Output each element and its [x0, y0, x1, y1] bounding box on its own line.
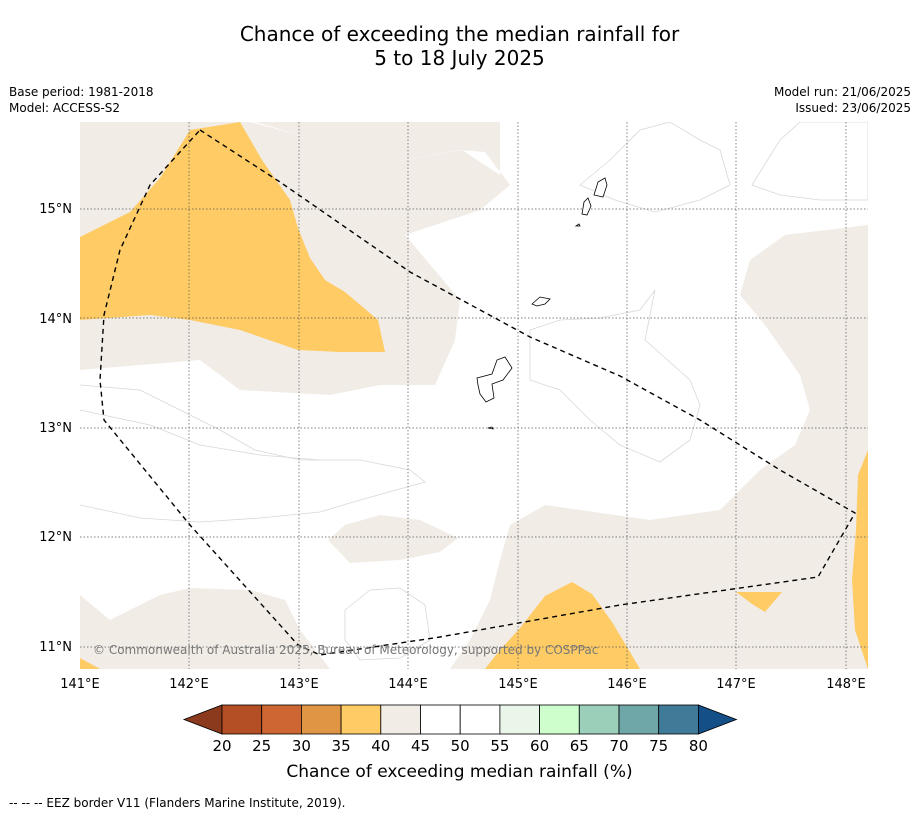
lon-label-146: 146°E: [607, 677, 647, 692]
cbar-tick-65: 65: [570, 737, 589, 755]
colorbar-under-arrow: [182, 704, 223, 735]
map-panel: © Commonwealth of Australia 2025, Bureau…: [80, 122, 868, 669]
colorbar-segment-50-55: [459, 704, 501, 735]
beige-region-south: [80, 588, 330, 669]
lat-label-15: 15°N: [39, 202, 72, 217]
map-title: Chance of exceeding the median rainfall …: [0, 22, 919, 70]
colorbar-segment-30-35: [300, 704, 342, 735]
cbar-tick-60: 60: [530, 737, 549, 755]
saipan-island: [593, 177, 608, 198]
colorbar-ticks: 20 25 30 35 40 45 50 55 60 65 70 75 80: [212, 737, 707, 755]
guam-island: [476, 356, 513, 403]
cbar-tick-20: 20: [212, 737, 231, 755]
orange-region-sw-corner: [80, 658, 100, 669]
lon-label-144: 144°E: [388, 677, 428, 692]
colorbar-segment-75-80: [658, 704, 699, 735]
lat-label-12: 12°N: [39, 530, 72, 545]
lat-label-13: 13°N: [39, 421, 72, 436]
cbar-tick-55: 55: [490, 737, 509, 755]
lon-label-142: 142°E: [169, 677, 209, 692]
model-text: Model: ACCESS-S2: [9, 101, 121, 115]
colorbar: [182, 704, 738, 735]
colorbar-segment-60-65: [539, 704, 580, 735]
cbar-tick-30: 30: [292, 737, 311, 755]
cbar-tick-35: 35: [332, 737, 351, 755]
copyright-text: © Commonwealth of Australia 2025, Bureau…: [93, 643, 598, 657]
cbar-tick-40: 40: [371, 737, 390, 755]
gridlines: [80, 122, 868, 669]
title-line-1: Chance of exceeding the median rainfall …: [239, 22, 680, 46]
lon-label-148: 148°E: [826, 677, 866, 692]
colorbar-segment-55-60: [499, 704, 540, 735]
aguijan-island: [574, 223, 581, 227]
colorbar-segment-35-40: [340, 704, 382, 735]
orange-region-east-edge: [852, 450, 868, 669]
beige-region-center: [328, 515, 458, 563]
reef-dot: [487, 426, 494, 430]
colorbar-segment-65-70: [578, 704, 620, 735]
cbar-tick-70: 70: [609, 737, 628, 755]
lat-label-14: 14°N: [39, 312, 72, 327]
model-run-text: Model run: 21/06/2025: [773, 85, 911, 99]
lat-labels: 15°N 14°N 13°N 12°N 11°N: [39, 202, 72, 655]
colorbar-over-arrow: [698, 704, 738, 735]
eez-border: [99, 129, 856, 656]
colorbar-label: Chance of exceeding median rainfall (%): [286, 762, 633, 782]
islands: [476, 177, 608, 430]
rota-island: [531, 296, 551, 307]
orange-region-south: [485, 582, 640, 669]
base-period-text: Base period: 1981-2018: [9, 85, 154, 99]
cbar-tick-25: 25: [252, 737, 271, 755]
title-line-2: 5 to 18 July 2025: [374, 46, 545, 70]
meta-right: Model run: 21/06/2025 Issued: 23/06/2025: [774, 84, 911, 116]
eez-footnote: -- -- -- EEZ border V11 (Flanders Marine…: [9, 796, 346, 810]
colorbar-segment-45-50: [420, 704, 461, 735]
lon-labels: 141°E 142°E 143°E 144°E 145°E 146°E 147°…: [60, 677, 866, 692]
cbar-tick-75: 75: [649, 737, 668, 755]
cbar-tick-80: 80: [689, 737, 708, 755]
lat-label-11: 11°N: [39, 640, 72, 655]
tinian-island: [581, 197, 592, 216]
lon-label-141: 141°E: [60, 677, 100, 692]
colorbar-segment-70-75: [618, 704, 660, 735]
cbar-tick-50: 50: [451, 737, 470, 755]
orange-region-small: [736, 592, 782, 612]
cbar-tick-45: 45: [411, 737, 430, 755]
colorbar-segment-40-45: [380, 704, 421, 735]
meta-left: Base period: 1981-2018 Model: ACCESS-S2: [9, 84, 154, 116]
beige-region-east: [450, 225, 868, 669]
lon-label-145: 145°E: [498, 677, 538, 692]
lon-label-147: 147°E: [716, 677, 756, 692]
lon-label-143: 143°E: [279, 677, 319, 692]
colorbar-segment-20-25: [221, 704, 263, 735]
colorbar-segment-25-30: [261, 704, 302, 735]
orange-region-northwest: [80, 122, 385, 352]
issued-text: Issued: 23/06/2025: [795, 101, 911, 115]
